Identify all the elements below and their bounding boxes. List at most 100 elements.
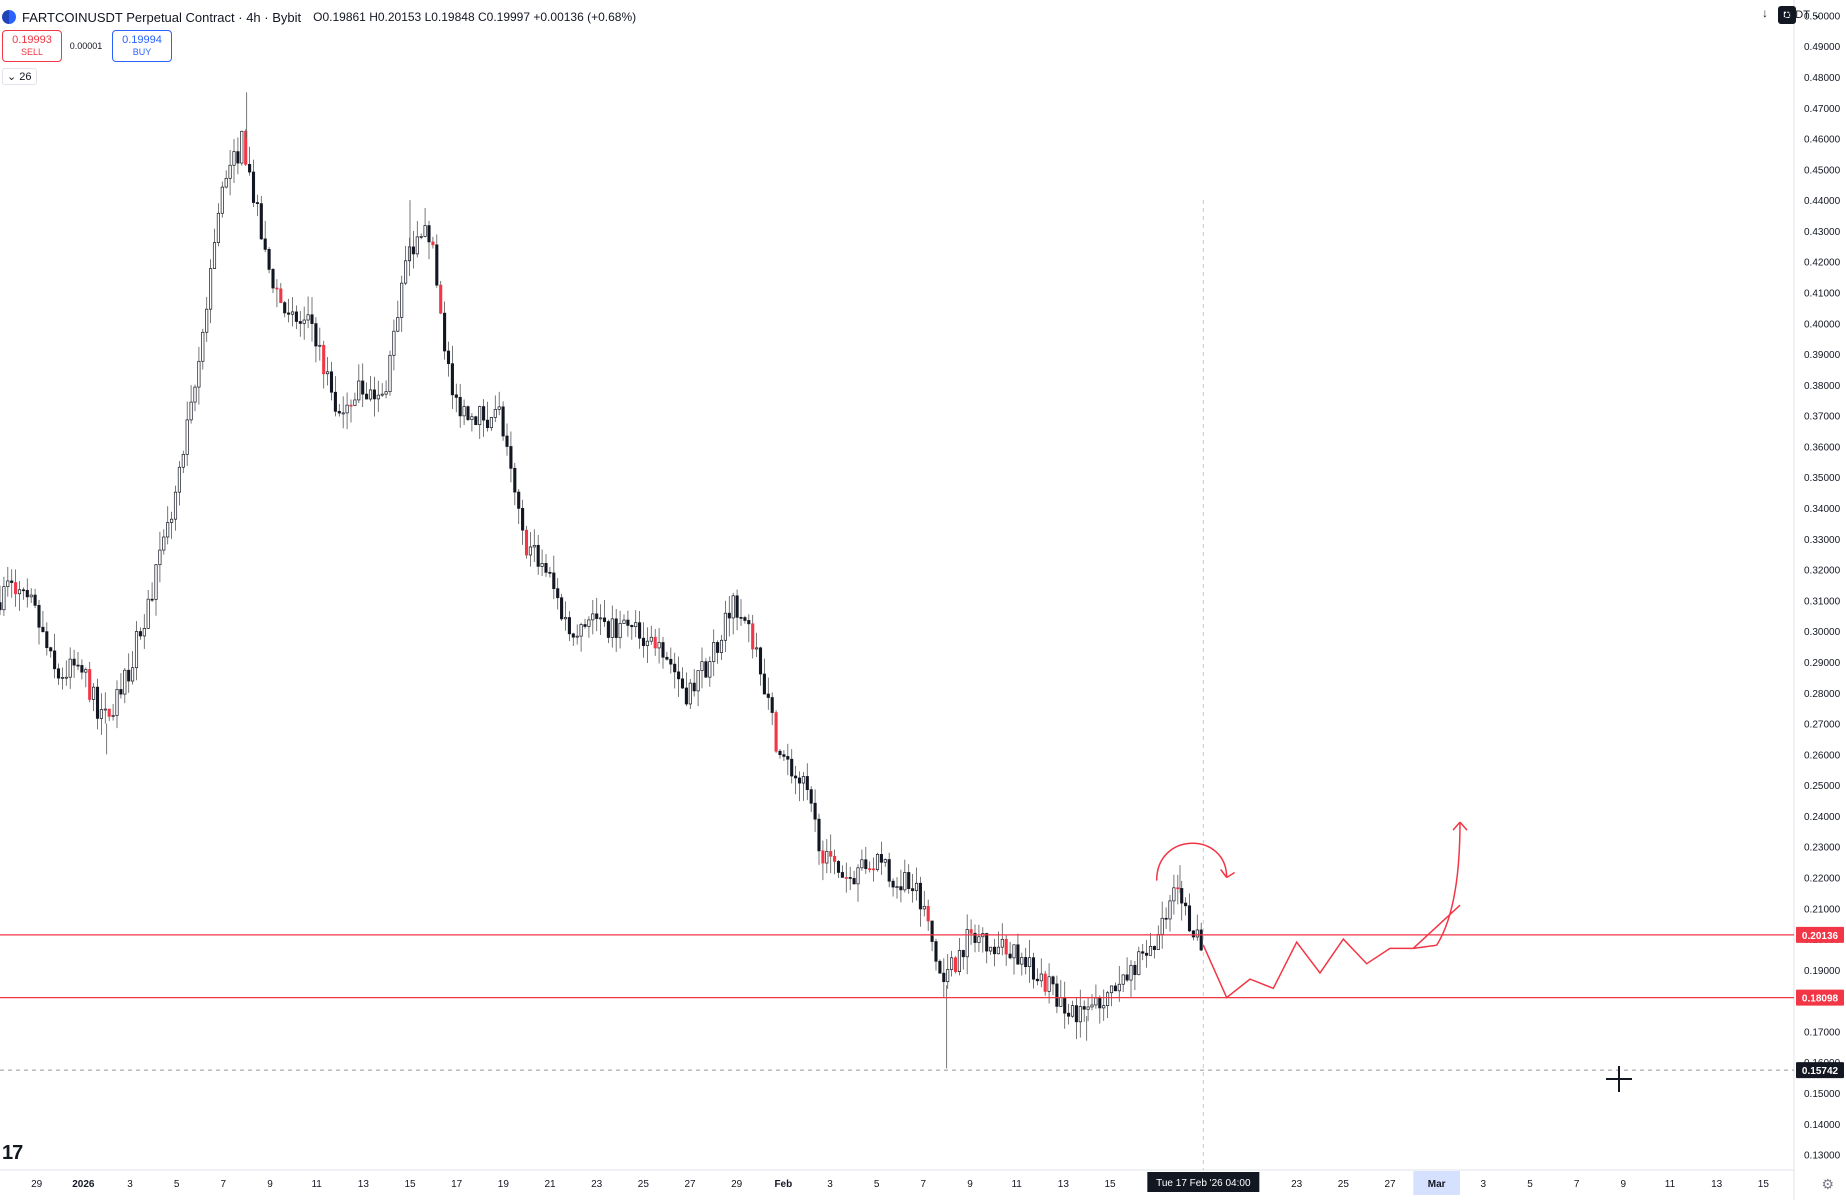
candle-body <box>641 637 646 646</box>
candle-body <box>1148 946 1153 956</box>
candle-body <box>170 518 174 523</box>
candle-body <box>251 171 256 203</box>
candle-body <box>1109 985 1114 994</box>
time-tick-label: Feb <box>774 1179 792 1190</box>
candle-body <box>49 647 53 652</box>
candle-body <box>797 777 802 784</box>
candle-body <box>53 650 57 670</box>
candle-body <box>423 225 427 237</box>
candle-body <box>228 164 232 179</box>
candle-body <box>965 929 969 958</box>
currency-selector[interactable]: USDT ⌄ <box>1779 9 1822 21</box>
time-tick-label: 3 <box>1481 1179 1487 1190</box>
candle-body <box>236 151 240 164</box>
tradingview-logo[interactable]: 17 <box>2 1142 23 1164</box>
time-tick-label: 2026 <box>72 1179 95 1190</box>
time-tick-label: 11 <box>1011 1179 1022 1190</box>
candle-body <box>302 319 306 324</box>
price-axis[interactable]: 0.50000 0.49000 0.48000 0.47000 0.46000 0.450… <box>1804 11 1841 1161</box>
candle-body <box>290 311 295 315</box>
candle-body <box>283 302 287 314</box>
sell-button[interactable]: 0.19993 SELL <box>2 30 62 62</box>
candle-body <box>778 750 782 756</box>
candle-body <box>248 164 252 173</box>
buy-button[interactable]: 0.19994 BUY <box>112 30 172 62</box>
candle-body <box>29 594 33 598</box>
candle-body <box>1020 957 1024 965</box>
candle-body <box>99 709 103 719</box>
candle-body <box>326 371 330 375</box>
candle-body <box>103 708 107 711</box>
drawings-layer[interactable] <box>1155 821 1468 999</box>
candle-body <box>88 669 92 700</box>
camera-icon[interactable]: ◘ <box>1778 6 1796 24</box>
download-arrow-icon[interactable]: ↓ <box>1762 6 1768 20</box>
candle-body <box>560 597 564 620</box>
buy-label: BUY <box>132 47 152 57</box>
candle-body <box>505 435 509 447</box>
candle-body <box>1152 946 1156 950</box>
candle-body <box>21 589 25 592</box>
candle-body <box>677 671 681 680</box>
time-tick-label: 7 <box>1574 1179 1580 1190</box>
candle-body <box>294 311 298 322</box>
candle-body <box>37 604 41 628</box>
candle-body <box>673 663 677 673</box>
candle-body <box>521 508 525 531</box>
horizontal-lines[interactable] <box>0 934 1794 999</box>
candle-body <box>946 969 950 983</box>
candle-body <box>10 580 14 583</box>
candle-body <box>115 689 119 716</box>
candle-body <box>0 602 2 611</box>
candle-body <box>883 859 887 863</box>
candle-body <box>774 712 778 752</box>
candle-body <box>232 151 236 166</box>
indicators-collapse-button[interactable]: ⌄ 26 <box>2 68 37 85</box>
candle-body <box>973 932 977 943</box>
symbol-title[interactable]: FARTCOINUSDT Perpetual Contract · 4h · B… <box>22 9 302 25</box>
candle-body <box>950 957 954 970</box>
candle-body <box>532 544 536 548</box>
coin-icon[interactable] <box>2 10 16 24</box>
line-price-label-bg <box>1796 989 1844 1006</box>
candle-body <box>1141 951 1145 954</box>
candle-body <box>123 669 127 695</box>
candles-layer <box>0 92 1203 1069</box>
candle-body <box>938 960 942 974</box>
time-tick-label: 23 <box>1291 1179 1303 1190</box>
currency-label: USDT <box>1779 9 1810 21</box>
gear-icon[interactable]: ⚙ <box>1821 1176 1834 1192</box>
secondary-arrow <box>1412 904 1461 949</box>
candle-body <box>579 624 583 637</box>
candle-body <box>1000 938 1004 948</box>
candle-body <box>1176 887 1180 890</box>
price-tick-label: 0.42000 <box>1804 258 1841 269</box>
candle-body <box>131 667 135 682</box>
candle-body <box>762 673 766 695</box>
candle-body <box>1004 938 1008 955</box>
candle-body <box>875 854 880 870</box>
chevron-down-icon: ⌄ <box>7 71 17 83</box>
candle-body <box>891 880 895 888</box>
candle-body <box>443 312 447 352</box>
candle-body <box>1028 957 1032 968</box>
candle-body <box>431 241 435 246</box>
candle-body <box>1145 952 1149 956</box>
candle-body <box>708 661 712 678</box>
candle-body <box>1160 917 1164 935</box>
candle-body <box>415 236 419 255</box>
candle-body <box>322 344 326 375</box>
candle-body <box>404 260 408 284</box>
candle-body <box>1113 985 1117 992</box>
cursor-time-label-bg <box>1147 1172 1260 1192</box>
candle-body <box>856 867 860 885</box>
candle-body <box>653 636 657 649</box>
time-axis[interactable]: 27 29 2026 3 5 7 9 11 13 15 17 19 21 23 25 27 29 Feb 3 5 7 9 1… <box>0 1179 1769 1190</box>
candle-body <box>680 678 685 689</box>
candle-body <box>583 624 587 627</box>
candle-body <box>860 859 864 869</box>
candle-body <box>872 868 876 871</box>
candle-body <box>766 693 770 698</box>
time-tick-label: 13 <box>1058 1179 1070 1190</box>
